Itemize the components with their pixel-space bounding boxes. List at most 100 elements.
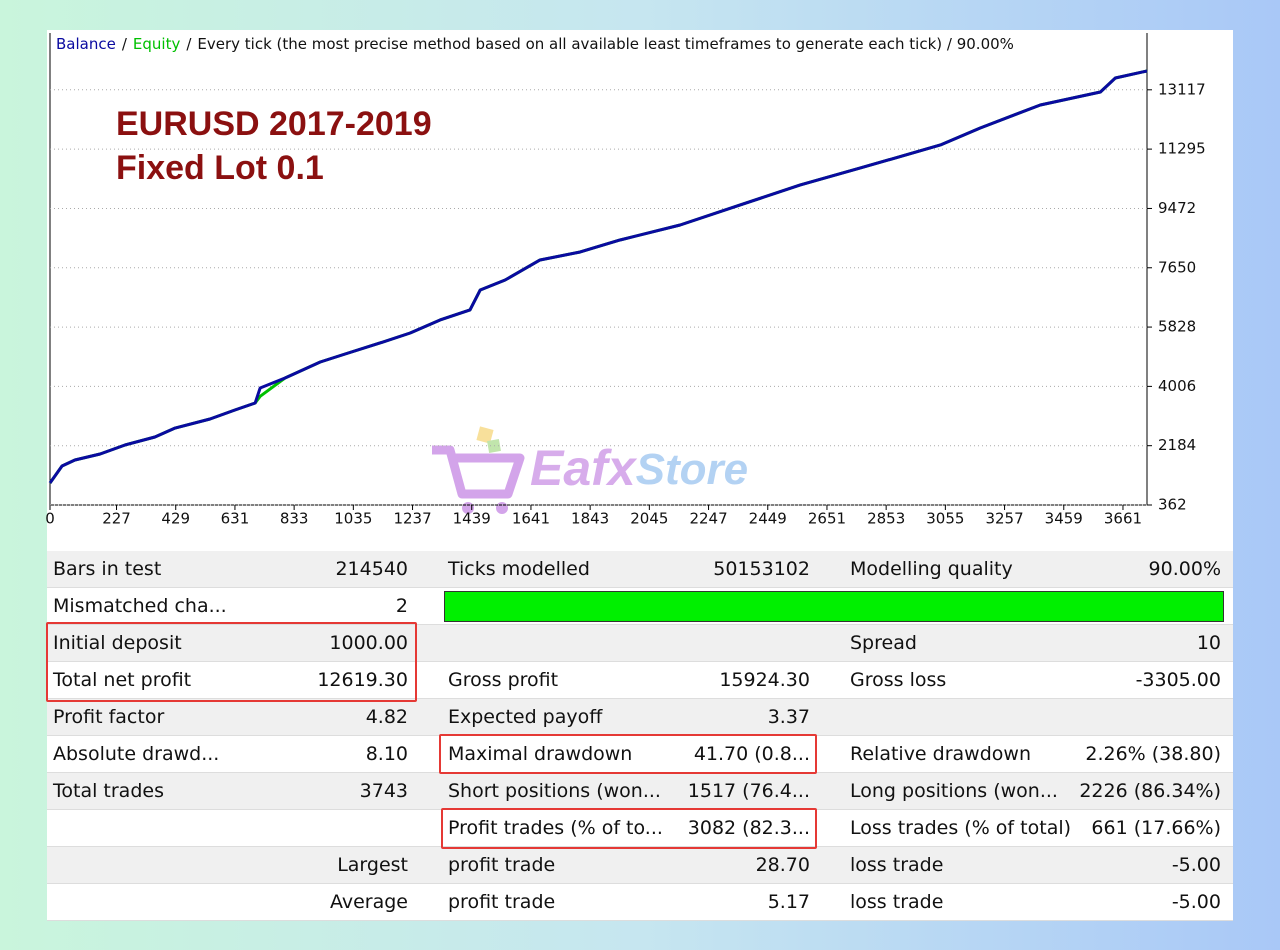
table-value: 15924.30 xyxy=(719,669,810,691)
table-label: Mismatched cha... xyxy=(53,595,227,617)
annotation: Fixed Lot 0.1 xyxy=(116,149,324,187)
table-value: 3743 xyxy=(359,780,408,802)
x-tick-label: 2651 xyxy=(808,510,846,528)
table-label: Spread xyxy=(850,632,917,654)
x-tick-label: 1641 xyxy=(512,510,550,528)
table-value: 10 xyxy=(1196,632,1221,654)
table-value: -5.00 xyxy=(1171,891,1221,913)
table-value: 2.26% (38.80) xyxy=(1085,743,1221,765)
x-tick-label: 1237 xyxy=(393,510,431,528)
chart-header: Balance / Equity / Every tick (the most prec… xyxy=(56,35,1014,53)
table-value: 12619.30 xyxy=(317,669,408,691)
table-row xyxy=(47,810,1233,847)
highlight-box xyxy=(46,622,417,702)
table-value: 1517 (76.4... xyxy=(687,780,810,802)
watermark-part: Eafx xyxy=(530,440,638,496)
legend-entry: Balance xyxy=(56,35,116,53)
legend-separator: / xyxy=(122,35,128,53)
table-label: Maximal drawdown xyxy=(448,743,633,765)
y-tick-label: 9472 xyxy=(1158,199,1196,217)
table-label: Long positions (won... xyxy=(850,780,1058,802)
highlight-box xyxy=(441,808,817,849)
x-tick-label: 3055 xyxy=(926,510,964,528)
x-tick-label: 2247 xyxy=(689,510,727,528)
watermark-part: Store xyxy=(636,445,748,494)
table-value: -3305.00 xyxy=(1135,669,1221,691)
legend-entry: Equity xyxy=(133,35,181,53)
x-tick-label: 1843 xyxy=(571,510,609,528)
table-value: 214540 xyxy=(335,558,408,580)
table-value: 8.10 xyxy=(365,743,408,765)
quality-bar xyxy=(444,591,1224,622)
legend-separator: / xyxy=(186,35,192,53)
table-label: Loss trades (% of total) xyxy=(850,817,1072,839)
x-tick-label: 2045 xyxy=(630,510,668,528)
x-tick-label: 0 xyxy=(45,510,55,528)
x-tick-label: 227 xyxy=(102,510,131,528)
table-label: Relative drawdown xyxy=(850,743,1031,765)
table-value: 3082 (82.3... xyxy=(687,817,810,839)
table-label: Profit factor xyxy=(53,706,165,728)
table-value: 90.00% xyxy=(1148,558,1221,580)
table-label: profit trade xyxy=(448,891,556,913)
table-row xyxy=(47,625,1233,662)
watermark-cart xyxy=(432,426,525,514)
table-label: Initial deposit xyxy=(53,632,182,654)
table-value: 4.82 xyxy=(365,706,408,728)
watermark: EafxStore xyxy=(530,440,748,496)
table-row xyxy=(47,847,1233,884)
table-value: Largest xyxy=(337,854,408,876)
table-label: loss trade xyxy=(850,891,944,913)
x-tick-label: 2853 xyxy=(867,510,905,528)
x-tick-label: 833 xyxy=(280,510,309,528)
x-tick-label: 3661 xyxy=(1104,510,1142,528)
table-row xyxy=(47,662,1233,699)
table-value: 3.37 xyxy=(767,706,810,728)
x-tick-label: 2449 xyxy=(749,510,787,528)
x-tick-label: 631 xyxy=(221,510,250,528)
y-tick-label: 2184 xyxy=(1158,436,1196,454)
y-tick-label: 5828 xyxy=(1158,318,1196,336)
table-label: Short positions (won... xyxy=(448,780,661,802)
y-tick-label: 11295 xyxy=(1158,140,1206,158)
x-tick-label: 1439 xyxy=(453,510,491,528)
table-label: Modelling quality xyxy=(850,558,1013,580)
table-row xyxy=(47,884,1233,921)
table-label: Bars in test xyxy=(53,558,162,580)
table-label: Total trades xyxy=(53,780,164,802)
table-value: 2226 (86.34%) xyxy=(1079,780,1221,802)
chart-subtitle: Every tick (the most precise method base… xyxy=(197,35,1014,53)
table-label: Expected payoff xyxy=(448,706,603,728)
table-label: Gross loss xyxy=(850,669,947,691)
x-tick-label: 429 xyxy=(161,510,190,528)
table-value: 661 (17.66%) xyxy=(1091,817,1221,839)
table-value: 5.17 xyxy=(767,891,810,913)
y-tick-label: 7650 xyxy=(1158,258,1196,276)
table-value: 1000.00 xyxy=(329,632,408,654)
x-tick-label: 1035 xyxy=(334,510,372,528)
data-line xyxy=(48,69,1148,484)
x-tick-label: 3459 xyxy=(1045,510,1083,528)
annotation: EURUSD 2017-2019 xyxy=(116,105,432,143)
table-label: Profit trades (% of to... xyxy=(448,817,663,839)
table-row xyxy=(47,773,1233,810)
table-label: Total net profit xyxy=(53,669,192,691)
x-tick-label: 3257 xyxy=(985,510,1023,528)
table-value: -5.00 xyxy=(1171,854,1221,876)
table-value: 28.70 xyxy=(755,854,810,876)
table-label: Gross profit xyxy=(448,669,559,691)
table-label: Absolute drawd... xyxy=(53,743,220,765)
table-value: 2 xyxy=(395,595,408,617)
table-label: profit trade xyxy=(448,854,556,876)
y-tick-label: 4006 xyxy=(1158,377,1196,395)
y-tick-label: 362 xyxy=(1158,496,1187,514)
table-value: 50153102 xyxy=(713,558,810,580)
highlight-box xyxy=(439,734,817,774)
y-tick-label: 13117 xyxy=(1158,80,1206,98)
table-value: Average xyxy=(329,891,408,913)
table-row xyxy=(47,551,1233,588)
table-label: Ticks modelled xyxy=(448,558,590,580)
table-value: 41.70 (0.8... xyxy=(693,743,810,765)
